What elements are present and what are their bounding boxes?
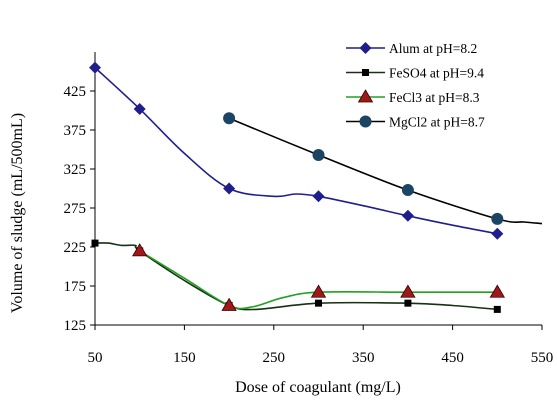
- x-tick-label: 50: [88, 350, 103, 366]
- data-point-square: [91, 239, 99, 247]
- legend-marker: [362, 69, 369, 76]
- x-tick-label: 150: [173, 350, 196, 366]
- x-tick-label: 350: [352, 350, 375, 366]
- legend-label: FeCl3 at pH=8.3: [389, 90, 480, 105]
- data-point-square: [493, 305, 501, 313]
- data-point-circle: [401, 184, 414, 197]
- data-point-circle: [491, 212, 504, 225]
- x-tick-label: 250: [263, 350, 286, 366]
- data-point-square: [315, 299, 322, 307]
- y-tick-label: 375: [64, 123, 87, 139]
- series-line-3: [228, 117, 543, 225]
- data-point-diamond: [223, 182, 236, 195]
- legend-label: Alum at pH=8.2: [389, 41, 477, 56]
- y-tick-label: 125: [64, 318, 87, 334]
- data-point-triangle: [310, 284, 327, 298]
- data-point-circle: [223, 112, 236, 125]
- y-tick-label: 425: [64, 84, 87, 100]
- y-tick-label: 175: [64, 279, 87, 295]
- data-point-triangle: [400, 284, 416, 298]
- legend-marker: [359, 42, 372, 54]
- y-tick-label: 225: [64, 240, 87, 256]
- axes: 50 150 250 350 450 550 125 175 225 275 325 375 425: [64, 52, 554, 366]
- series-line-0: [94, 67, 498, 235]
- data-point-diamond: [312, 190, 325, 203]
- y-tick-label: 325: [64, 162, 87, 178]
- data-point-square: [404, 299, 412, 307]
- x-tick-label: 550: [531, 350, 554, 366]
- data-point-circle: [312, 148, 325, 161]
- legend-marker: [359, 115, 372, 128]
- x-tick-label: 450: [441, 350, 464, 366]
- y-tick-label: 275: [64, 201, 87, 217]
- data-point-diamond: [89, 61, 101, 74]
- data-point-triangle: [489, 284, 505, 298]
- x-axis-label: Dose of coagulant (mg/L): [235, 379, 401, 396]
- legend: Alum at pH=8.2 FeSO4 at pH=9.4 FeCl3 at pH…: [346, 41, 485, 130]
- data-point-diamond: [401, 209, 414, 222]
- series-line-1: [94, 242, 498, 311]
- legend-marker: [357, 89, 374, 103]
- legend-label: FeSO4 at pH=9.4: [389, 66, 484, 81]
- legend-label: MgCl2 at pH=8.7: [389, 115, 485, 130]
- series-markers: [89, 61, 505, 313]
- data-point-diamond: [491, 227, 504, 240]
- data-point-triangle: [221, 297, 237, 311]
- data-point-diamond: [133, 102, 146, 115]
- y-axis-label: Volume of sludge (mL/500mL): [9, 113, 26, 313]
- data-point-triangle: [132, 243, 148, 257]
